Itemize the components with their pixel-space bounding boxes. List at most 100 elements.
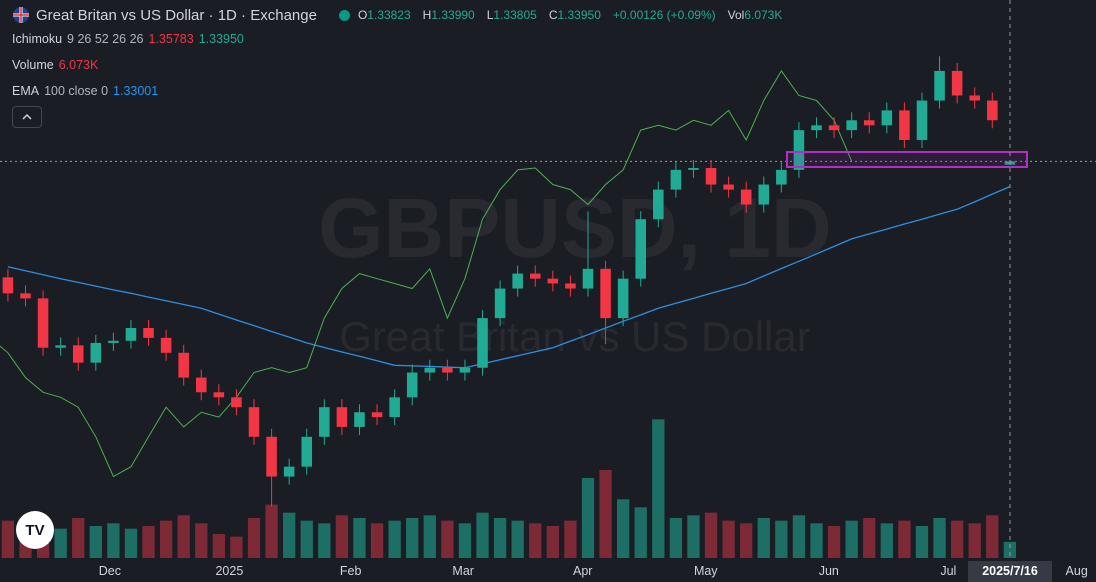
volume-bar xyxy=(353,518,366,558)
candle-body xyxy=(653,189,664,220)
ohlc-label: O xyxy=(357,8,368,22)
ohlc-item: L1.33805 xyxy=(487,8,543,22)
indicator-name: EMA xyxy=(12,84,40,98)
candle-body xyxy=(301,436,313,467)
ohlc-item: +0.00126 (+0.09%) xyxy=(613,8,722,22)
volume-bar xyxy=(827,526,841,558)
candle-body xyxy=(195,377,207,393)
volume-bar xyxy=(740,523,753,558)
tv-logo[interactable]: TV xyxy=(16,511,54,549)
volume-bar xyxy=(441,520,454,558)
volume-bar xyxy=(687,515,700,558)
candle-body xyxy=(916,100,928,140)
candle-body xyxy=(758,184,770,205)
candle-body xyxy=(969,95,980,101)
market-status[interactable] xyxy=(338,9,350,21)
highlight-box[interactable] xyxy=(786,151,1028,168)
watermark-name: Great Britan vs US Dollar xyxy=(339,313,810,360)
volume-bar xyxy=(493,518,507,558)
volume-bar xyxy=(300,520,313,558)
legend-ichimoku[interactable]: Ichimoku 9 26 52 26 26 1.35783 1.33950 xyxy=(12,32,249,46)
candle-body xyxy=(793,130,805,170)
volume-bar xyxy=(423,515,436,558)
symbol-title[interactable]: Great Britan vs US Dollar · 1D · Exchang… xyxy=(36,6,317,24)
volume-bar xyxy=(792,515,806,558)
volume-bar xyxy=(54,528,67,558)
volume-bar xyxy=(546,526,559,558)
x-tick-label: 2025 xyxy=(215,564,243,578)
ohlc-label: L xyxy=(486,8,494,22)
candle-body xyxy=(951,70,963,96)
volume-bar xyxy=(335,515,349,558)
volume-bar xyxy=(177,515,190,558)
volume-bar xyxy=(230,536,243,558)
indicator-value: 1.35783 xyxy=(148,32,194,46)
ohlc-label: H xyxy=(422,8,432,22)
candle-body xyxy=(143,328,154,338)
volume-bar xyxy=(1003,541,1017,558)
candle-body xyxy=(371,412,383,418)
indicator-name: Ichimoku xyxy=(12,32,63,46)
candle-body xyxy=(846,120,857,131)
volume-bar xyxy=(159,520,173,558)
x-tick-label: Jun xyxy=(819,564,839,578)
candle-body xyxy=(406,372,418,398)
candle-body xyxy=(582,268,594,289)
candle-body xyxy=(55,345,66,348)
legend-ema[interactable]: EMA 100 close 0 1.33001 xyxy=(12,84,163,98)
candle-body xyxy=(565,283,576,289)
volume-bar xyxy=(195,523,208,558)
volume-bar xyxy=(915,526,929,558)
collapse-legend-button[interactable] xyxy=(12,106,42,128)
x-tick-label: May xyxy=(694,564,718,578)
lagging-span xyxy=(0,69,853,478)
volume-bar xyxy=(1,520,15,558)
candle-body xyxy=(248,407,260,437)
volume-bar xyxy=(599,470,612,558)
candle-body xyxy=(266,436,277,477)
volume-bar xyxy=(212,534,226,558)
candle-body xyxy=(424,367,436,373)
candle-body xyxy=(987,100,998,121)
volume-bar xyxy=(950,520,964,558)
volume-bar xyxy=(124,528,138,558)
candle-body xyxy=(108,340,119,343)
volume-bar xyxy=(845,520,858,558)
legend-volume[interactable]: Volume 6.073K xyxy=(12,58,103,72)
x-tick-label: Aug xyxy=(1066,564,1088,578)
volume-bar xyxy=(107,523,120,558)
candle-body xyxy=(512,273,523,289)
volume-bar xyxy=(458,523,472,558)
candle-body xyxy=(600,268,611,319)
svg-text:TV: TV xyxy=(25,522,44,539)
ohlc-values: O1.33823 H1.33990 L1.33805 C1.33950 +0.00126… xyxy=(358,8,794,22)
symbol-header: Great Britan vs US Dollar · 1D · Exchang… xyxy=(12,5,794,25)
cursor-date: 2025/7/16 xyxy=(982,564,1038,578)
volume-bar xyxy=(265,504,278,558)
candle-body xyxy=(899,110,910,140)
candle-body xyxy=(37,298,49,348)
candle-body xyxy=(459,367,471,373)
x-tick-label: Jul xyxy=(940,564,956,578)
volume-bar xyxy=(616,499,630,558)
volume-bar xyxy=(757,518,770,558)
volume-bar xyxy=(247,518,261,558)
x-tick-label: Mar xyxy=(452,564,474,578)
volume-bar xyxy=(968,523,981,558)
volume-bar xyxy=(529,523,542,558)
candle-body xyxy=(811,125,822,131)
ohlc-label: C xyxy=(548,8,558,22)
ohlc-value: +0.00126 (+0.09%) xyxy=(612,8,716,22)
candle-body xyxy=(477,318,488,368)
candle-body xyxy=(2,277,14,294)
volume-bar xyxy=(863,518,876,558)
watermark-symbol: GBPUSD, 1D xyxy=(318,181,831,275)
ohlc-item: H1.33990 xyxy=(423,8,481,22)
candle-body xyxy=(863,120,875,126)
volume-bar xyxy=(880,523,893,558)
volume-bar xyxy=(72,518,85,558)
candle-body xyxy=(283,466,295,477)
